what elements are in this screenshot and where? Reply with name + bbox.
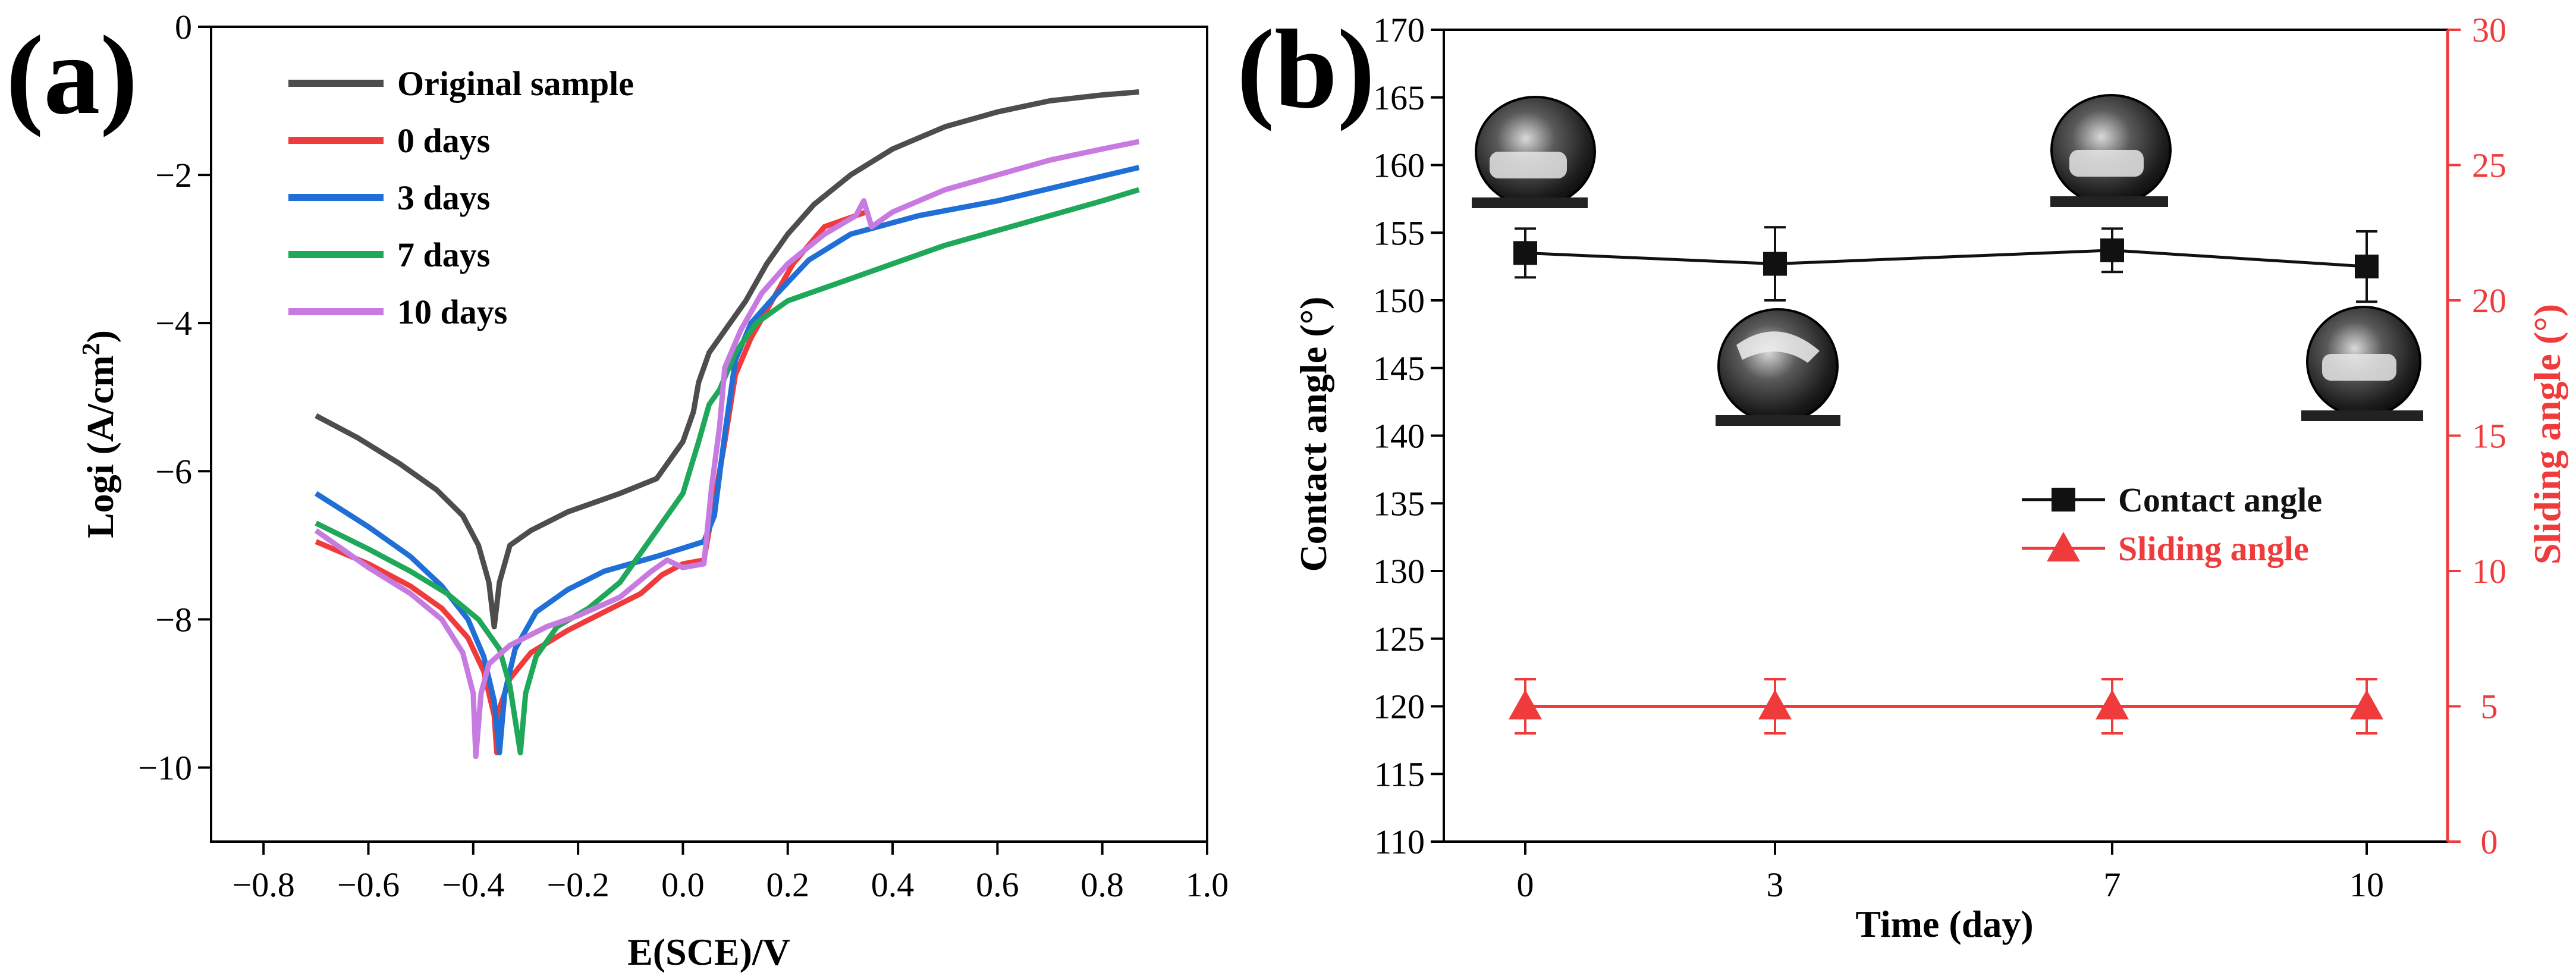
panel-a-x-tick-label: −0.2	[546, 865, 609, 904]
panel-b-right-y-tick-label: 30	[2472, 11, 2506, 49]
panel-a-x-tick-label: 1.0	[1186, 865, 1229, 904]
panel-a-x-tick-label: 0.4	[871, 865, 915, 904]
panel-a-label: (a)	[6, 13, 138, 138]
panel-b-left-y-tick-label: 165	[1373, 79, 1425, 117]
panel-b-series-line-0	[1525, 249, 2367, 268]
panel-b-right-y-tick-label: 5	[2481, 688, 2498, 726]
panel-b-right-y-axis-title: Sliding angle (°)	[2526, 304, 2568, 564]
panel-a-y-tick-label: −2	[155, 156, 192, 194]
panel-b-x-tick-label: 0	[1517, 865, 1534, 904]
panel-b-x-tick-label: 7	[2104, 865, 2121, 904]
panel-b-left-y-ticks: 110 115 120 125 130 135 140 145 150 155 160 165 170	[1373, 11, 1444, 861]
panel-b-legend: Contact angle Sliding angle	[2022, 481, 2322, 568]
panel-b-right-y-tick-label: 25	[2472, 146, 2506, 185]
panel-a-x-tick-label: 0.0	[661, 865, 705, 904]
panel-a-y-tick-label: −10	[138, 748, 192, 787]
panel-a-y-tick-label: −6	[155, 452, 192, 491]
panel-a-legend: Original sample 0 days 3 days 7 days 10 days	[288, 64, 634, 331]
panel-b-contact-angle-point	[2355, 255, 2379, 279]
panel-a-series-line-3	[315, 187, 1140, 755]
panel-b-sliding-angle-point	[2350, 689, 2383, 720]
panel-a-y-tick-label: 0	[175, 8, 192, 46]
panel-a-legend-label: Original sample	[397, 64, 634, 103]
panel-a-y-axis-title-main: Logi (A/cm	[79, 355, 121, 538]
panel-b-left-y-tick-label: 125	[1373, 620, 1425, 658]
panel-b-left-y-tick-label: 140	[1373, 417, 1425, 456]
panel-a-series-line-4	[314, 139, 1140, 760]
panel-b-sliding-angle-point	[1758, 689, 1792, 720]
panel-b-left-y-tick-label: 120	[1373, 688, 1425, 726]
panel-b-x-axis-title: Time (day)	[1855, 903, 2033, 945]
panel-b-x-tick-label: 3	[1767, 865, 1784, 904]
panel-b-left-y-tick-label: 160	[1373, 146, 1425, 185]
panel-a-plot-frame	[210, 26, 1208, 843]
droplet-photo-day-7	[2050, 94, 2172, 207]
droplet-photo-day-10	[2301, 306, 2423, 421]
panel-b: (b) 0 3 7 10 110115120125130135140145150155…	[1237, 7, 2568, 945]
panel-a-x-tick-label: −0.8	[233, 865, 295, 904]
panel-b-right-y-ticks: 0 5 10 15 20 25 30	[2448, 11, 2506, 861]
panel-b-contact-angle-point	[1513, 241, 1537, 265]
panel-a-y-tick-label: −8	[155, 600, 192, 639]
panel-a-legend-label: 7 days	[397, 236, 490, 274]
panel-b-sliding-angle-point	[1509, 689, 1542, 720]
panel-a-y-axis-title: Logi (A/cm2)	[78, 330, 121, 538]
panel-a-x-tick-label: 0.6	[976, 865, 1019, 904]
panel-a-x-ticks: −0.8 −0.6 −0.4 −0.2 0.0 0.2 0.4 0.6 0.8 1.0	[233, 842, 1229, 904]
panel-b-contact-angle-point	[2100, 238, 2124, 262]
panel-a-series-line-0	[315, 89, 1139, 630]
panel-b-left-y-tick-label: 135	[1373, 484, 1425, 523]
panel-b-left-y-axis-title: Contact angle (°)	[1292, 297, 1334, 572]
panel-a-legend-label: 10 days	[397, 293, 507, 331]
panel-a-x-axis-title: E(SCE)/V	[627, 931, 790, 973]
panel-a-x-tick-label: −0.4	[442, 865, 504, 904]
panel-b-legend-triangle-marker	[2047, 532, 2080, 561]
panel-a-legend-label: 3 days	[397, 178, 490, 217]
panel-b-left-y-tick-label: 170	[1373, 11, 1425, 49]
panel-a-series-line-1	[315, 209, 868, 755]
panel-a-y-axis-title-close: )	[79, 330, 121, 343]
panel-a: (a) −0.8 −0.6 −0.4 −0.2 0.0 0.2 0.4 0.6 0.8 1.0 0…	[6, 8, 1229, 973]
panel-b-sliding-angle-point	[2096, 689, 2129, 720]
panel-a-y-tick-label: −4	[155, 304, 192, 343]
panel-a-x-tick-label: −0.6	[337, 865, 400, 904]
panel-b-right-y-tick-label: 15	[2472, 417, 2506, 456]
panel-b-right-y-tick-label: 20	[2472, 281, 2506, 320]
panel-b-left-y-tick-label: 145	[1373, 349, 1425, 388]
panel-a-y-axis-title-sup: 2	[78, 343, 105, 355]
panel-b-right-y-tick-label: 0	[2481, 823, 2498, 861]
panel-b-legend-label: Sliding angle	[2118, 529, 2309, 568]
droplet-photo-day-3	[1716, 308, 1840, 426]
panel-b-left-y-tick-label: 110	[1374, 823, 1425, 861]
panel-b-left-y-tick-label: 150	[1373, 281, 1425, 320]
panel-b-series-marks	[1509, 226, 2383, 735]
panel-a-x-tick-label: 0.2	[766, 865, 809, 904]
panel-a-x-tick-label: 0.8	[1080, 865, 1124, 904]
panel-b-left-y-tick-label: 115	[1374, 755, 1425, 793]
panel-b-x-ticks: 0 3 7 10	[1517, 842, 2384, 904]
panel-a-y-ticks: 0 −2 −4 −6 −8 −10	[138, 8, 211, 787]
panel-a-series-lines	[314, 89, 1140, 760]
panel-b-label: (b)	[1237, 7, 1375, 132]
panel-b-right-y-tick-label: 10	[2472, 552, 2506, 591]
panel-b-contact-angle-point	[1763, 252, 1787, 276]
droplet-photo-day-0	[1472, 96, 1596, 208]
panel-b-left-y-tick-label: 130	[1373, 552, 1425, 591]
panel-a-legend-label: 0 days	[397, 121, 490, 160]
panel-b-left-y-tick-label: 155	[1373, 214, 1425, 252]
panel-b-legend-label: Contact angle	[2118, 481, 2322, 519]
panel-b-legend-square-marker	[2052, 488, 2075, 512]
panel-b-x-tick-label: 10	[2349, 865, 2384, 904]
